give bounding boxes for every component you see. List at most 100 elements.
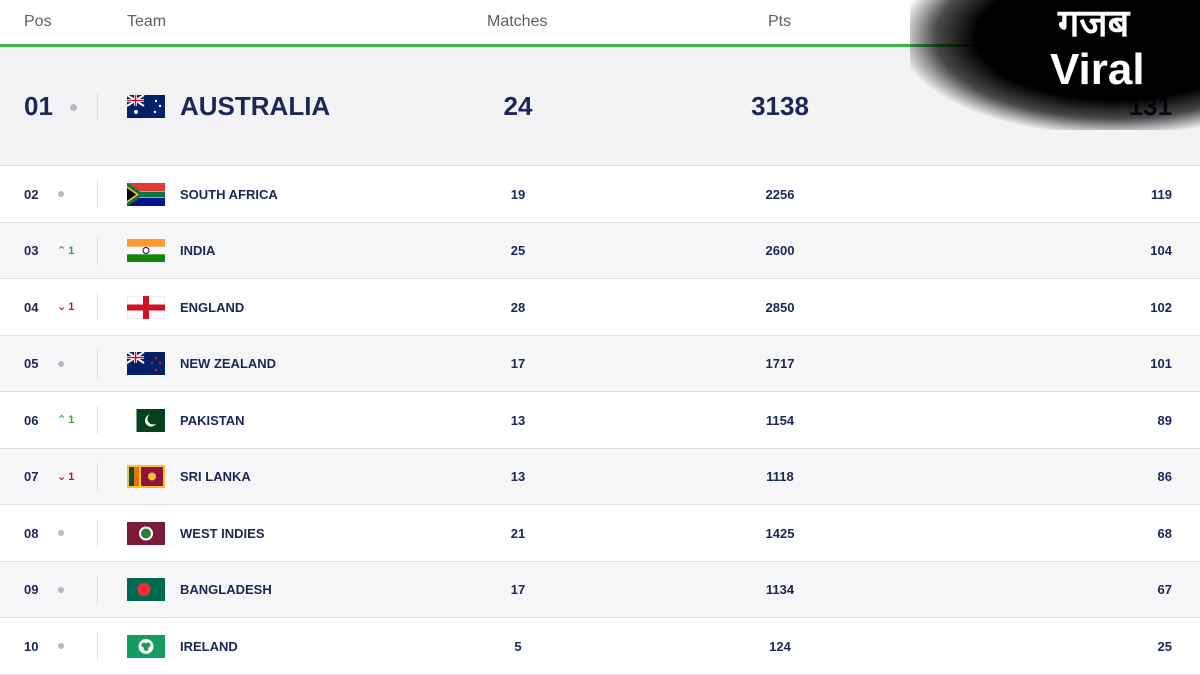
- rating: 67: [1157, 582, 1172, 598]
- no-change-dot: [70, 103, 77, 111]
- flag-shape: [158, 104, 162, 108]
- flag: [127, 578, 165, 602]
- team-name: WEST INDIES: [180, 525, 265, 541]
- position: 04: [24, 299, 39, 315]
- table-row: 07 ⌄ 1 SRI LANKA 13 1118 86: [0, 448, 1200, 505]
- position: 07: [24, 469, 39, 485]
- divider: [97, 236, 98, 265]
- matches: 21: [510, 525, 526, 541]
- table-row: 06 ⌃ 1 PAKISTAN 13 1154 89: [0, 392, 1200, 449]
- trend-arrow: ⌃: [57, 244, 67, 257]
- logo-line2: Viral: [1050, 45, 1145, 94]
- table-row: 09 BANGLADESH 17 1134 67: [0, 561, 1200, 618]
- divider: [97, 92, 98, 121]
- no-change-dot: [58, 360, 64, 367]
- divider: [97, 632, 98, 661]
- rating: 119: [1151, 186, 1172, 202]
- position: 08: [24, 525, 39, 541]
- flag-shape: [127, 408, 137, 432]
- rating: 102: [1150, 299, 1172, 315]
- matches: 5: [514, 638, 522, 654]
- flag-shape: [127, 352, 144, 364]
- rating: 89: [1157, 412, 1172, 428]
- team-name: AUSTRALIA: [180, 91, 331, 122]
- flag: [126, 94, 165, 118]
- position: 03: [24, 243, 39, 259]
- flag-shape: [142, 247, 150, 255]
- matches: 17: [510, 582, 526, 598]
- table-row: 02 SOUTH AFRICA 19 2256 119: [0, 166, 1200, 223]
- points: 1425: [765, 525, 795, 541]
- points: 124: [769, 638, 791, 654]
- header-pts: Pts: [768, 13, 792, 30]
- flag-shape: [127, 408, 165, 432]
- flag: [126, 182, 165, 207]
- change-value: 1: [68, 470, 75, 483]
- header-pos: Pos: [24, 13, 52, 30]
- rank-change: ⌃ 1: [57, 244, 74, 257]
- flag-shape: [154, 356, 158, 360]
- flag: [127, 408, 165, 432]
- table-row: 08 WEST INDIES 21 1425 68: [0, 505, 1200, 562]
- rating: 101: [1150, 356, 1172, 372]
- matches: 24: [503, 91, 533, 122]
- flag-shape: [134, 467, 139, 487]
- points: 2600: [765, 243, 795, 259]
- points: 1717: [765, 356, 795, 372]
- table-row: 04 ⌄ 1 ENGLAND 28 2850 102: [0, 279, 1200, 336]
- change-value: 1: [68, 414, 75, 427]
- flag-shape: [141, 528, 151, 539]
- team-name: BANGLADESH: [180, 582, 272, 598]
- flag-shape: [127, 521, 165, 545]
- flag: [127, 465, 165, 489]
- flag-shape: [126, 182, 165, 207]
- flag: [127, 521, 165, 545]
- no-change-dot: [58, 191, 64, 198]
- team-name: NEW ZEALAND: [180, 356, 277, 372]
- team-name: SRI LANKA: [180, 469, 251, 485]
- position: 10: [24, 638, 39, 654]
- no-change-dot: [58, 586, 64, 593]
- points: 2850: [765, 299, 795, 315]
- flag: [126, 295, 166, 320]
- matches: 28: [510, 299, 526, 315]
- flag-shape: [147, 413, 159, 425]
- flag: [127, 239, 165, 263]
- divider: [97, 349, 98, 378]
- divider: [97, 519, 98, 548]
- points: 2256: [765, 186, 795, 202]
- watermark: गजब Viral: [910, 0, 1200, 130]
- header-team: Team: [127, 13, 167, 30]
- divider: [97, 406, 98, 435]
- flag-shape: [148, 472, 156, 481]
- change-value: 1: [68, 301, 75, 314]
- position: 05: [24, 356, 39, 372]
- rank-change: ⌄ 1: [57, 300, 74, 313]
- trend-arrow: ⌄: [57, 470, 67, 483]
- flag-shape: [134, 110, 138, 114]
- matches: 13: [510, 469, 526, 485]
- flag-shape: [158, 361, 162, 365]
- rating: 86: [1157, 469, 1172, 485]
- points: 1154: [765, 412, 795, 428]
- flag-shape: [154, 99, 158, 103]
- table-row: 10 IRELAND 5 124 25: [0, 618, 1200, 675]
- team-name: ENGLAND: [180, 299, 245, 315]
- rank-change: ⌃ 1: [57, 413, 74, 426]
- flag-shape: [137, 583, 151, 597]
- position: 06: [24, 412, 39, 428]
- flag-shape: [126, 94, 165, 118]
- team-name: SOUTH AFRICA: [180, 186, 278, 202]
- flag-shape: [127, 239, 165, 247]
- header-matches: Matches: [487, 13, 548, 30]
- flag-shape: [127, 197, 165, 206]
- flag-shape: [127, 182, 165, 191]
- flag-shape: [129, 467, 134, 487]
- trend-arrow: ⌄: [57, 301, 67, 314]
- flag-shape: [127, 95, 144, 106]
- flag-shape: [153, 110, 157, 114]
- flag-shape: [127, 578, 165, 602]
- matches: 25: [510, 243, 526, 259]
